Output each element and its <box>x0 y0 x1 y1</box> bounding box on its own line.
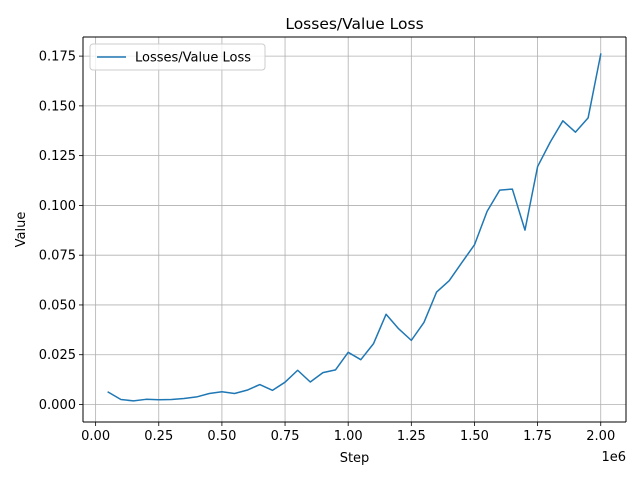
x-tick-label: 0.75 <box>271 429 300 444</box>
x-tick-label: 1.50 <box>460 429 489 444</box>
x-axis-label: Step <box>340 451 370 466</box>
legend: Losses/Value Loss <box>89 43 266 71</box>
y-tick-label: 0.100 <box>39 199 76 214</box>
y-axis-ticks: 0.000 0.025 0.050 0.075 0.100 0.125 0.150 0.175 <box>39 50 83 413</box>
x-tick-label: 0.25 <box>144 429 173 444</box>
x-tick-label: 2.00 <box>586 429 615 444</box>
x-tick-label: 1.75 <box>523 429 552 444</box>
y-tick-label: 0.125 <box>39 149 76 164</box>
axes-frame <box>82 36 627 423</box>
legend-box <box>89 43 266 71</box>
series-line <box>107 53 602 402</box>
x-tick-label: 1.00 <box>334 429 363 444</box>
legend-label: Losses/Value Loss <box>135 51 251 66</box>
y-tick-label: 0.150 <box>39 99 76 114</box>
y-tick-label: 0.175 <box>39 50 76 65</box>
x-axis-offset-label: 1e6 <box>601 450 626 465</box>
y-tick-label: 0.050 <box>39 298 76 313</box>
grid-lines <box>83 37 626 422</box>
x-axis-ticks: 0.00 0.25 0.50 0.75 1.00 1.25 1.50 1.75 2.00 <box>81 422 615 444</box>
y-tick-label: 0.075 <box>39 249 76 264</box>
chart-title: Losses/Value Loss <box>285 15 423 33</box>
x-tick-label: 1.25 <box>397 429 426 444</box>
y-tick-label: 0.000 <box>39 398 76 413</box>
x-tick-label: 0.00 <box>81 429 110 444</box>
y-tick-label: 0.025 <box>39 348 76 363</box>
plot-area <box>83 37 626 422</box>
series-layer <box>107 53 602 402</box>
y-axis-label: Value <box>14 212 29 248</box>
x-tick-label: 0.50 <box>207 429 236 444</box>
